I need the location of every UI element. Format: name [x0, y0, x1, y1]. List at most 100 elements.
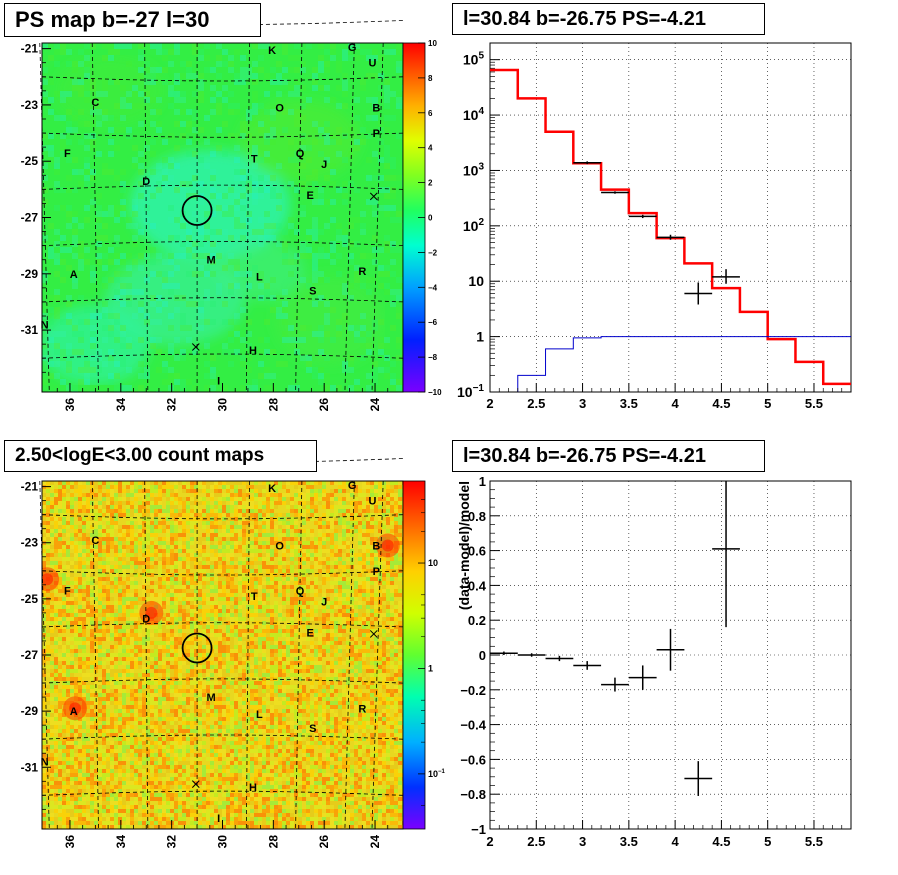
- map-cell: [66, 385, 72, 391]
- map-cell: [174, 561, 178, 565]
- map-cell: [342, 79, 348, 85]
- map-cell: [366, 577, 370, 581]
- map-cell: [50, 629, 54, 633]
- map-cell: [138, 301, 144, 307]
- map-cell: [156, 49, 162, 55]
- map-cell: [66, 49, 72, 55]
- map-cell: [254, 589, 258, 593]
- map-cell: [282, 585, 286, 589]
- map-cell: [246, 67, 252, 73]
- map-cell: [250, 633, 254, 637]
- map-cell: [48, 307, 54, 313]
- map-cell: [338, 565, 342, 569]
- map-cell: [70, 645, 74, 649]
- map-cell: [174, 553, 178, 557]
- map-cell: [60, 379, 66, 385]
- map-cell: [362, 617, 366, 621]
- map-cell: [258, 633, 262, 637]
- map-cell: [262, 517, 266, 521]
- map-cell: [250, 601, 254, 605]
- map-cell: [106, 637, 110, 641]
- map-cell: [216, 127, 222, 133]
- map-cell: [374, 489, 378, 493]
- map-cell: [210, 541, 214, 545]
- map-cell: [170, 553, 174, 557]
- map-cell: [174, 485, 178, 489]
- map-cell: [254, 613, 258, 617]
- map-cell: [266, 541, 270, 545]
- map-cell: [290, 501, 294, 505]
- map-cell: [394, 513, 398, 517]
- map-cell: [250, 485, 254, 489]
- map-cell: [98, 533, 102, 537]
- map-cell: [362, 625, 366, 629]
- map-cell: [180, 91, 186, 97]
- map-cell: [386, 597, 390, 601]
- map-cell: [216, 43, 222, 49]
- map-cell: [54, 187, 60, 193]
- map-cell: [194, 597, 198, 601]
- map-cell: [206, 557, 210, 561]
- map-cell: [210, 301, 216, 307]
- map-cell: [102, 55, 108, 61]
- map-cell: [130, 625, 134, 629]
- map-cell: [198, 621, 202, 625]
- map-cell: [186, 565, 190, 569]
- map-cell: [390, 557, 394, 561]
- map-cell: [366, 517, 370, 521]
- map-cell: [198, 537, 202, 541]
- map-cell: [306, 537, 310, 541]
- map-cell: [126, 641, 130, 645]
- map-cell: [286, 557, 290, 561]
- map-cell: [110, 545, 114, 549]
- map-cell: [58, 641, 62, 645]
- map-cell: [274, 545, 278, 549]
- map-cell: [230, 509, 234, 513]
- map-cell: [298, 657, 302, 661]
- map-cell: [138, 49, 144, 55]
- map-source-label: H: [249, 345, 257, 357]
- map-cell: [262, 581, 266, 585]
- map-cell: [114, 337, 120, 343]
- map-cell: [334, 577, 338, 581]
- map-cell: [312, 331, 318, 337]
- map-cell: [138, 521, 142, 525]
- map-cell: [234, 283, 240, 289]
- map-cell: [130, 641, 134, 645]
- map-cell: [194, 485, 198, 489]
- map-cell: [206, 529, 210, 533]
- map-cell: [62, 581, 66, 585]
- map-cell: [354, 653, 358, 657]
- map-cell: [254, 633, 258, 637]
- map-cell: [358, 549, 362, 553]
- map-cell: [250, 561, 254, 565]
- map-cell: [110, 541, 114, 545]
- map-cell: [238, 493, 242, 497]
- map-cell: [54, 349, 60, 355]
- map-cell: [110, 505, 114, 509]
- map-cell: [390, 157, 396, 163]
- map-cell: [186, 573, 190, 577]
- map-cell: [342, 561, 346, 565]
- map-cell: [150, 43, 156, 49]
- map-cell: [396, 337, 402, 343]
- map-cell: [120, 361, 126, 367]
- map-cell: [240, 223, 246, 229]
- map-cell: [366, 175, 372, 181]
- map-cell: [222, 349, 228, 355]
- map-cell: [110, 585, 114, 589]
- map-cell: [74, 597, 78, 601]
- map-cell: [98, 529, 102, 533]
- map-cell: [366, 553, 370, 557]
- map-cell: [294, 513, 298, 517]
- map-cell: [242, 589, 246, 593]
- map-cell: [270, 521, 274, 525]
- map-cell: [274, 625, 278, 629]
- map-cell: [42, 613, 46, 617]
- map-cell: [294, 537, 298, 541]
- map-cell: [294, 497, 298, 501]
- map-cell: [190, 637, 194, 641]
- map-cell: [110, 589, 114, 593]
- map-cell: [360, 127, 366, 133]
- map-cell: [358, 653, 362, 657]
